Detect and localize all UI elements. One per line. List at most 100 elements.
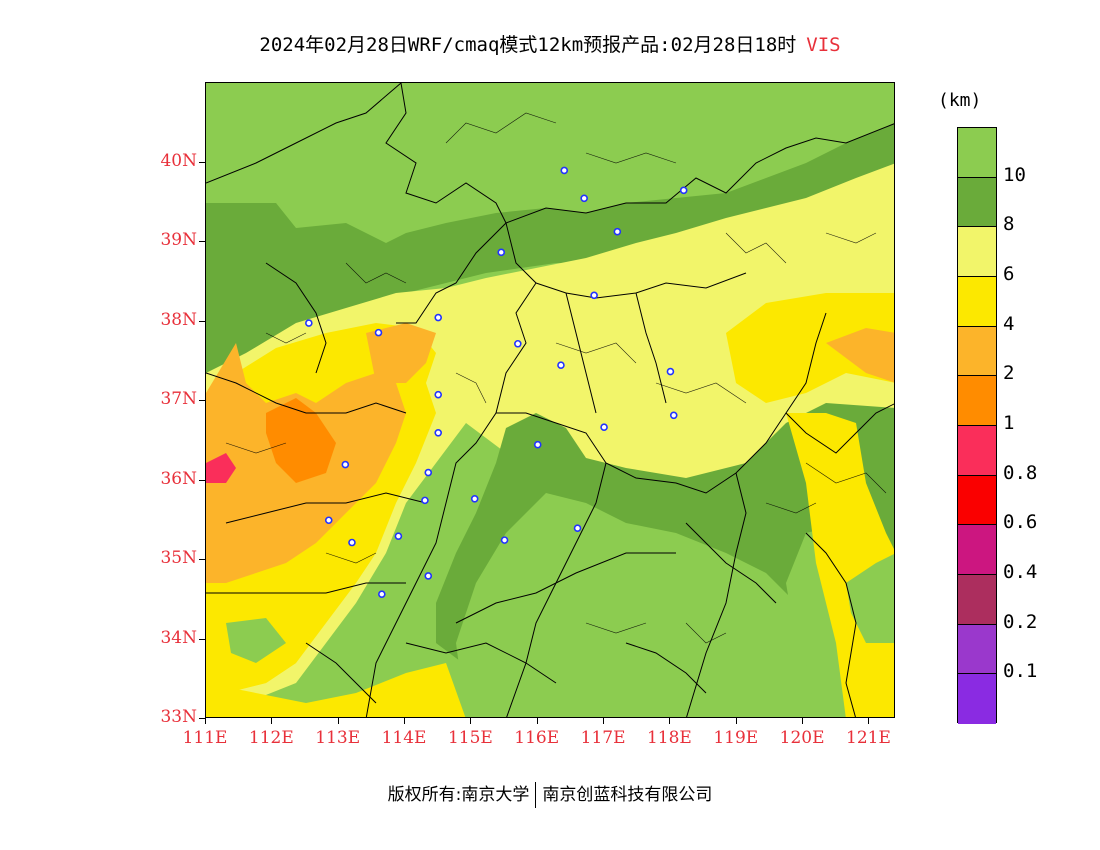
colorbar-segment (958, 227, 996, 277)
station-marker (560, 166, 569, 175)
colorbar-segment (958, 177, 996, 228)
colorbar (957, 127, 997, 724)
lon-tick-label: 112E (248, 728, 294, 748)
colorbar-label: 0.8 (1003, 461, 1038, 484)
lat-tick-label: 36N (160, 468, 197, 489)
station-marker (378, 590, 386, 598)
region-vis-10-south (456, 493, 816, 717)
region-vis-4-6-east (726, 293, 894, 403)
colorbar-segment (958, 674, 996, 724)
lon-tick-label: 115E (447, 728, 493, 748)
lat-tick-mark (199, 638, 205, 640)
lon-tick-label: 120E (779, 728, 825, 748)
lon-tick-mark (802, 718, 804, 724)
lat-tick-label: 37N (160, 389, 197, 409)
colorbar-segment (958, 276, 996, 327)
station-marker (348, 538, 356, 547)
lat-tick-mark (199, 559, 205, 560)
region-vis-0-8-west (206, 453, 236, 483)
region-vis-10-southwest (226, 618, 286, 663)
lon-tick-mark (603, 718, 605, 724)
lon-tick-mark (404, 718, 406, 724)
map-panel (205, 82, 895, 718)
lat-tick-label: 39N (160, 230, 197, 250)
copyright-text: 版权所有:南京大学 (387, 785, 530, 805)
lon-tick-label: 114E (381, 728, 427, 748)
legend-unit: (km) (938, 90, 982, 111)
station-marker (434, 390, 443, 399)
lon-tick-label: 118E (646, 728, 692, 748)
colorbar-label: 4 (1003, 312, 1015, 335)
lon-tick-mark (735, 718, 737, 724)
lat-tick-mark (199, 718, 205, 719)
station-marker (533, 440, 542, 449)
colorbar-label: 0.2 (1003, 610, 1038, 633)
lat-tick-mark (199, 400, 205, 401)
station-marker (600, 423, 608, 432)
title-text: 2024年02月28日WRF/cmaq模式12km预报产品:02月28日18时 (259, 34, 797, 56)
station-marker (557, 361, 565, 370)
lon-tick-mark (337, 718, 339, 724)
colorbar-segment (958, 376, 996, 426)
city-stations (305, 166, 688, 598)
colorbar-label: 0.6 (1003, 511, 1038, 534)
region-vis-8-north (206, 123, 894, 383)
lon-tick-label: 117E (580, 728, 626, 748)
station-marker (394, 532, 403, 540)
region-vis-2-4-east (826, 328, 894, 383)
region-vis-10-coast (846, 554, 894, 643)
footer-separator (535, 782, 537, 808)
lon-tick-mark (470, 718, 472, 724)
colorbar-segment (958, 624, 996, 675)
station-marker (470, 494, 479, 503)
variable-code: VIS (806, 34, 841, 56)
region-vis-2-4-central (366, 323, 436, 383)
lat-tick-label: 40N (160, 150, 197, 171)
colorbar-segment (958, 326, 996, 377)
lon-tick-label: 119E (713, 728, 759, 748)
lat-tick-label: 33N (160, 707, 197, 727)
lon-tick-label: 121E (846, 728, 891, 748)
region-vis-4-6-south (206, 663, 466, 717)
region-vis-1-2-west (266, 398, 336, 483)
station-marker (424, 468, 433, 477)
station-marker (679, 186, 688, 195)
station-marker (514, 339, 522, 348)
lat-tick-label: 35N (160, 548, 197, 568)
station-marker (434, 313, 443, 322)
colorbar-label: 8 (1003, 213, 1015, 236)
colorbar-label: 6 (1003, 263, 1015, 285)
colorbar-label: 0.4 (1003, 561, 1038, 583)
station-marker (666, 367, 675, 376)
chart-title: 2024年02月28日WRF/cmaq模式12km预报产品:02月28日18时 V… (0, 30, 1100, 57)
lon-tick-label: 116E (514, 728, 560, 748)
lon-tick-label: 111E (182, 728, 228, 748)
station-marker (573, 524, 582, 533)
lat-tick-mark (199, 241, 205, 242)
colorbar-segment (958, 574, 996, 625)
colorbar-segment (958, 128, 996, 178)
station-marker (341, 460, 350, 469)
station-marker (324, 516, 333, 525)
colorbar-label: 0.1 (1003, 660, 1038, 683)
station-marker (421, 496, 429, 505)
lat-tick-mark (199, 320, 205, 322)
lon-tick-mark (868, 718, 870, 724)
lat-tick-label: 34N (160, 627, 197, 648)
station-marker (590, 291, 598, 300)
lon-tick-label: 113E (315, 728, 361, 748)
station-marker (434, 428, 443, 437)
colorbar-label: 2 (1003, 362, 1015, 385)
lat-tick-mark (199, 479, 205, 481)
colorbar-label: 1 (1003, 412, 1015, 434)
lat-tick-label: 38N (160, 309, 197, 330)
lat-tick-mark (199, 161, 205, 163)
station-marker (374, 328, 383, 337)
lon-tick-mark (205, 718, 206, 724)
colorbar-segment (958, 525, 996, 575)
lon-tick-mark (536, 718, 538, 724)
lon-tick-mark (669, 718, 671, 724)
province-boundaries (206, 83, 894, 717)
colorbar-label: 10 (1003, 163, 1026, 186)
station-marker (500, 536, 509, 544)
